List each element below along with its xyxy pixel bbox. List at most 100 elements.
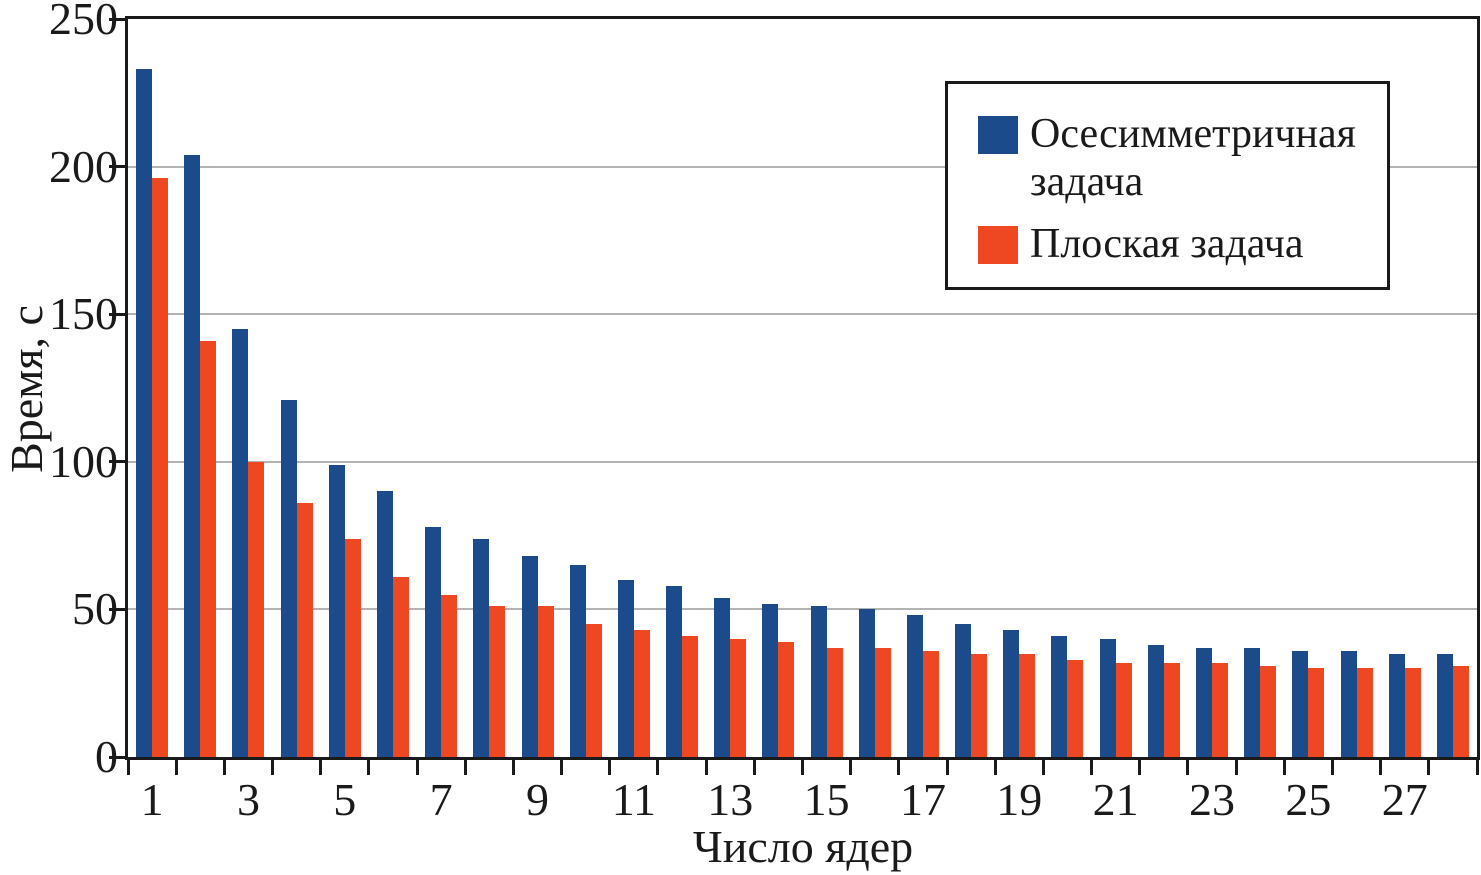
x-tick-mark-15 — [849, 760, 853, 775]
legend-label-plane: Плоская задача — [1030, 221, 1304, 267]
bar-axisymmetric-core28 — [1436, 653, 1453, 757]
bar-plane-core9 — [537, 606, 554, 757]
y-tick-mark-100 — [109, 460, 125, 464]
bar-axisymmetric-core14 — [762, 603, 779, 757]
bar-plane-core24 — [1260, 665, 1277, 757]
x-tick-mark-6 — [415, 760, 419, 775]
x-tick-mark-20 — [1090, 760, 1094, 775]
y-tick-label-50: 50 — [72, 583, 118, 635]
bar-axisymmetric-core21 — [1099, 638, 1116, 757]
bar-plane-core23 — [1212, 662, 1229, 757]
x-tick-label-25: 25 — [1285, 774, 1332, 825]
bar-plane-core7 — [441, 594, 458, 757]
bar-plane-core18 — [971, 653, 988, 757]
x-tick-mark-3 — [271, 760, 275, 775]
y-tick-mark-250 — [109, 17, 125, 21]
x-tick-mark-4 — [319, 760, 323, 775]
bar-axisymmetric-core16 — [858, 609, 875, 757]
y-tick-label-250: 250 — [49, 0, 118, 44]
bar-axisymmetric-core25 — [1292, 650, 1309, 757]
bar-axisymmetric-core11 — [617, 579, 634, 757]
y-tick-label-150: 150 — [49, 288, 118, 340]
bar-axisymmetric-core18 — [955, 624, 972, 757]
bar-axisymmetric-core1 — [136, 69, 153, 757]
bar-plane-core3 — [248, 461, 265, 757]
bar-plane-core27 — [1404, 668, 1421, 757]
x-tick-label-1: 1 — [140, 774, 164, 825]
bar-plane-core26 — [1356, 668, 1373, 757]
x-tick-label-23: 23 — [1189, 774, 1236, 825]
x-tick-label-9: 9 — [526, 774, 550, 825]
bar-axisymmetric-core27 — [1388, 653, 1405, 757]
y-tick-label-100: 100 — [49, 435, 118, 487]
x-tick-label-13: 13 — [707, 774, 754, 825]
bar-axisymmetric-core12 — [666, 585, 683, 757]
bar-axisymmetric-core8 — [473, 538, 490, 757]
bar-plane-core5 — [344, 538, 361, 757]
x-tick-mark-22 — [1186, 760, 1190, 775]
bar-plane-core11 — [633, 630, 650, 757]
bar-axisymmetric-core22 — [1147, 644, 1164, 757]
x-tick-mark-24 — [1282, 760, 1286, 775]
bar-axisymmetric-core6 — [376, 491, 393, 757]
bar-axisymmetric-core7 — [425, 526, 442, 757]
bar-axisymmetric-core9 — [521, 556, 538, 757]
x-tick-label-11: 11 — [611, 774, 657, 825]
x-tick-mark-10 — [608, 760, 612, 775]
legend-swatch-plane-icon — [978, 226, 1018, 264]
bar-axisymmetric-core5 — [328, 464, 345, 757]
bar-axisymmetric-core10 — [569, 565, 586, 757]
bar-plane-core28 — [1452, 665, 1469, 757]
legend-swatch-axisymmetric-icon — [978, 116, 1018, 154]
bar-axisymmetric-core2 — [184, 154, 201, 757]
x-tick-mark-9 — [560, 760, 564, 775]
bar-plane-core21 — [1115, 662, 1132, 757]
bar-axisymmetric-core13 — [714, 597, 731, 757]
bar-plane-core4 — [296, 503, 313, 757]
x-tick-label-27: 27 — [1381, 774, 1428, 825]
bar-plane-core22 — [1163, 662, 1180, 757]
y-tick-mark-0 — [109, 755, 125, 759]
bar-axisymmetric-core17 — [906, 615, 923, 757]
x-tick-label-3: 3 — [236, 774, 260, 825]
x-tick-mark-0 — [126, 760, 130, 775]
x-tick-mark-27 — [1427, 760, 1431, 775]
x-tick-mark-23 — [1234, 760, 1238, 775]
x-tick-label-17: 17 — [899, 774, 946, 825]
y-tick-label-200: 200 — [49, 140, 118, 192]
y-tick-mark-50 — [109, 607, 125, 611]
legend: Осесимметричная задача Плоская задача — [945, 81, 1390, 290]
legend-item-axisymmetric: Осесимметричная задача — [978, 110, 1377, 206]
x-tick-mark-18 — [993, 760, 997, 775]
bar-plane-core10 — [585, 624, 602, 757]
bar-plane-core15 — [826, 647, 843, 757]
legend-label-axisymmetric: Осесимметричная задача — [1030, 111, 1356, 205]
x-tick-mark-7 — [463, 760, 467, 775]
x-tick-label-21: 21 — [1092, 774, 1139, 825]
gridline-y200 — [128, 165, 1477, 168]
x-tick-mark-13 — [752, 760, 756, 775]
bar-axisymmetric-core15 — [810, 606, 827, 757]
bar-plane-core6 — [392, 576, 409, 757]
bar-plane-core2 — [200, 340, 217, 757]
bar-plane-core13 — [730, 638, 747, 757]
x-tick-mark-16 — [897, 760, 901, 775]
bar-axisymmetric-core4 — [280, 399, 297, 757]
x-tick-mark-12 — [704, 760, 708, 775]
y-axis-title: Время, с — [1, 305, 52, 473]
bar-axisymmetric-core19 — [1003, 630, 1020, 757]
x-tick-mark-8 — [511, 760, 515, 775]
x-tick-mark-19 — [1041, 760, 1045, 775]
bar-plane-core20 — [1067, 659, 1084, 757]
x-tick-mark-2 — [222, 760, 226, 775]
bar-axisymmetric-core23 — [1196, 647, 1213, 757]
y-tick-mark-200 — [109, 165, 125, 169]
legend-item-plane: Плоская задача — [978, 220, 1377, 268]
bar-plane-core25 — [1308, 668, 1325, 757]
x-tick-mark-25 — [1330, 760, 1334, 775]
bar-axisymmetric-core3 — [232, 328, 249, 757]
bar-plane-core16 — [874, 647, 891, 757]
bar-axisymmetric-core26 — [1340, 650, 1357, 757]
x-tick-mark-26 — [1379, 760, 1383, 775]
